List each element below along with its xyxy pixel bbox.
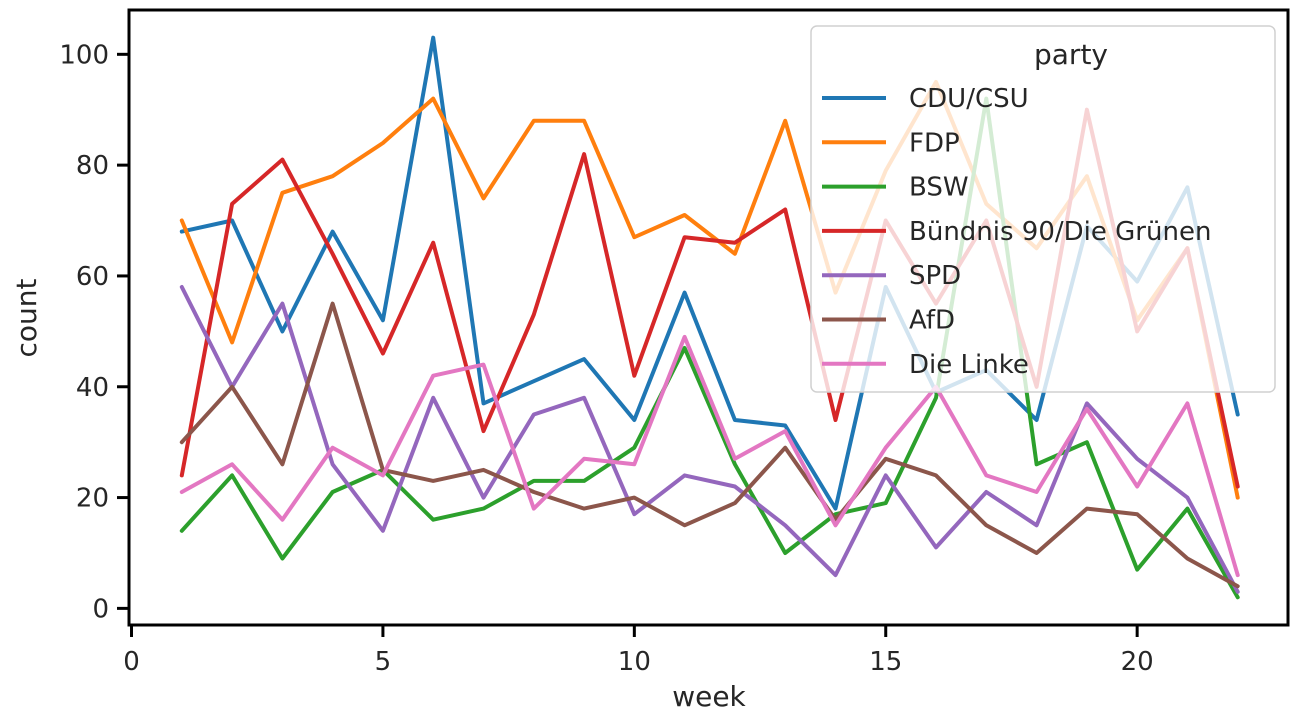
ticks-layer: 0 5 10 15 20 0 20 40 60 80 100 — [59, 40, 1153, 677]
series-line-spd — [179, 285, 1240, 594]
x-tick-label: 20 — [1121, 647, 1154, 677]
legend-label-fdp: FDP — [909, 128, 960, 158]
legend-label-die-linke: Die Linke — [909, 350, 1029, 380]
x-tick-label: 5 — [375, 647, 392, 677]
y-tick-label: 20 — [76, 484, 109, 514]
x-axis-label: week — [672, 680, 746, 713]
legend: party CDU/CSU FDP BSW Bündnis 90/Die Grünen… — [810, 25, 1276, 393]
x-tick-label: 10 — [618, 647, 651, 677]
legend-label-bsw: BSW — [909, 173, 969, 203]
legend-box — [810, 25, 1276, 393]
x-tick-label: 0 — [123, 647, 140, 677]
legend-label-afd: AfD — [909, 306, 955, 336]
y-tick-label: 100 — [59, 40, 109, 70]
y-tick-label: 60 — [76, 262, 109, 292]
y-tick-label: 40 — [76, 373, 109, 403]
legend-label-spd: SPD — [909, 261, 961, 291]
legend-label-cdu-csu: CDU/CSU — [909, 84, 1029, 114]
y-axis-label: count — [10, 278, 43, 357]
series-line-die-linke — [179, 334, 1240, 578]
y-tick-label: 0 — [92, 594, 109, 624]
plot-frame — [127, 8, 1290, 627]
x-tick-label: 15 — [869, 647, 902, 677]
legend-title: party — [1034, 38, 1108, 71]
legend-label-b-ndnis-90-die-gr-nen: Bündnis 90/Die Grünen — [909, 217, 1211, 247]
legend-items: CDU/CSU FDP BSW Bündnis 90/Die Grünen SPD AfD… — [822, 84, 1211, 380]
series-line-afd — [179, 301, 1240, 589]
y-tick-label: 80 — [76, 151, 109, 181]
